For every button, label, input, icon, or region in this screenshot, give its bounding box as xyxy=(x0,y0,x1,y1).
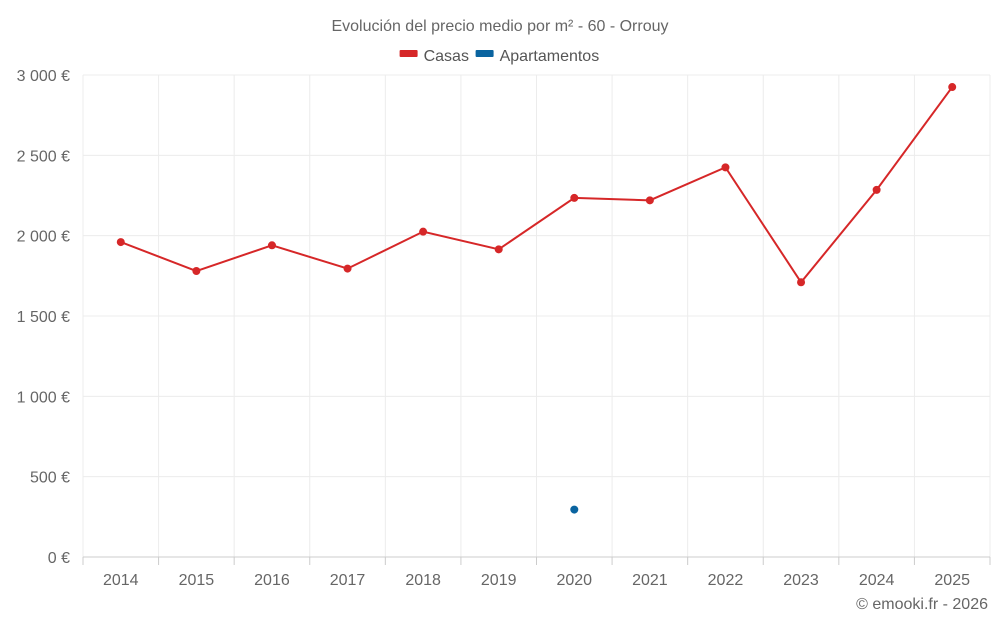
x-tick-label: 2018 xyxy=(405,572,441,589)
x-tick-label: 2025 xyxy=(934,572,970,589)
legend: Casas Apartamentos xyxy=(399,48,600,65)
x-axis: 2014 2015 2016 2017 2018 2019 2020 2021 2022 2023… xyxy=(82,556,991,589)
x-tick-label: 2023 xyxy=(783,572,819,589)
y-tick-label: 1 500 € xyxy=(17,309,70,326)
grid xyxy=(82,74,991,557)
data-point-casas[interactable] xyxy=(797,278,806,287)
y-tick-label: 1 000 € xyxy=(17,389,70,406)
y-tick-label: 3 000 € xyxy=(17,68,70,85)
x-tick-label: 2024 xyxy=(859,572,895,589)
y-tick-label: 0 € xyxy=(48,550,70,567)
legend-swatch xyxy=(399,50,418,57)
y-axis: 0 € 500 € 1 000 € 1 500 € 2 000 € 2 500 € 3 00… xyxy=(17,68,70,567)
legend-swatch xyxy=(475,50,494,57)
x-tick-label: 2017 xyxy=(330,572,366,589)
data-point-casas[interactable] xyxy=(645,196,654,205)
data-point-casas[interactable] xyxy=(116,238,125,247)
data-point-casas[interactable] xyxy=(267,241,276,250)
y-tick-label: 2 000 € xyxy=(17,229,70,246)
data-point-casas[interactable] xyxy=(570,193,579,202)
data-point-casas[interactable] xyxy=(343,264,352,273)
x-tick-label: 2022 xyxy=(708,572,744,589)
x-tick-label: 2021 xyxy=(632,572,668,589)
data-point-casas[interactable] xyxy=(192,267,201,276)
legend-item-casas[interactable]: Casas xyxy=(399,48,469,65)
legend-label: Apartamentos xyxy=(500,48,600,65)
y-tick-label: 2 500 € xyxy=(17,148,70,165)
data-point-apartamentos[interactable] xyxy=(570,505,579,514)
data-point-casas[interactable] xyxy=(721,163,730,172)
x-tick-label: 2014 xyxy=(103,572,139,589)
data-point-casas[interactable] xyxy=(948,83,957,92)
data-point-casas[interactable] xyxy=(419,227,428,236)
legend-item-apartamentos[interactable]: Apartamentos xyxy=(475,48,600,65)
series-layer xyxy=(116,83,957,514)
series-line-casas xyxy=(120,86,954,284)
legend-label: Casas xyxy=(424,48,469,65)
y-tick-label: 500 € xyxy=(30,470,70,487)
x-tick-label: 2015 xyxy=(179,572,215,589)
chart-title: Evolución del precio medio por m² - 60 -… xyxy=(331,18,668,35)
x-tick-label: 2020 xyxy=(556,572,592,589)
credit: © emooki.fr - 2026 xyxy=(856,596,988,613)
x-tick-label: 2019 xyxy=(481,572,517,589)
data-point-casas[interactable] xyxy=(494,245,503,254)
x-tick-label: 2016 xyxy=(254,572,290,589)
data-point-casas[interactable] xyxy=(872,185,881,194)
